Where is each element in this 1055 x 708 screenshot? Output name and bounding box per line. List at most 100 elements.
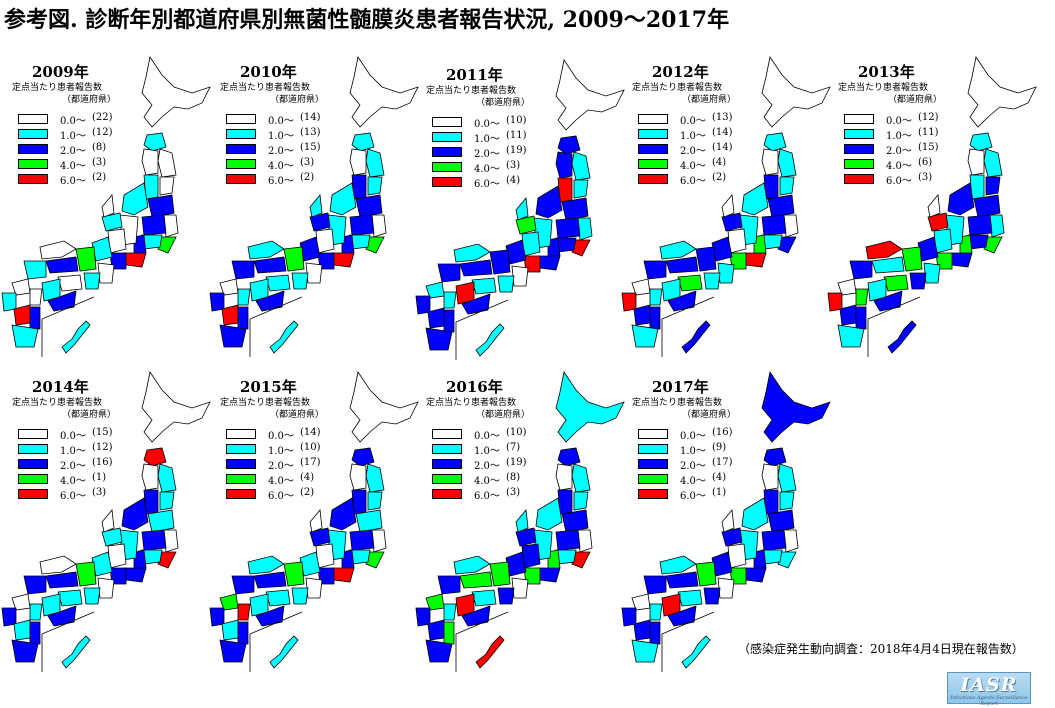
prefecture-region xyxy=(355,194,383,218)
legend-count: (11) xyxy=(506,130,527,141)
prefecture-region xyxy=(437,575,461,595)
prefecture-region xyxy=(291,272,309,290)
legend-range: 4.0〜 xyxy=(474,476,500,487)
prefecture-region xyxy=(159,491,175,511)
legend-swatch xyxy=(638,174,668,184)
legend-swatch xyxy=(226,489,256,499)
prefecture-region xyxy=(649,603,663,621)
legend-range: 4.0〜 xyxy=(886,161,912,172)
map-panel: 2016年 定点当たり患者報告数 （都道府県） 0.0〜 (10) 1.0〜 (7) 2.0〜… xyxy=(414,370,625,690)
prefecture-region xyxy=(143,132,167,152)
prefecture-region xyxy=(695,561,717,587)
legend-count: (2) xyxy=(300,172,315,183)
legend-count: (2) xyxy=(300,487,315,498)
legend-range: 0.0〜 xyxy=(268,431,294,442)
okinawa-inset-frame xyxy=(249,611,303,672)
prefecture-region xyxy=(11,593,31,611)
prefecture-region xyxy=(355,509,383,533)
prefecture-region xyxy=(147,509,175,533)
legend-count: (19) xyxy=(506,457,527,468)
prefecture-region xyxy=(555,463,573,491)
legend-count: (4) xyxy=(712,157,727,168)
legend-swatch xyxy=(844,159,874,169)
prefecture-region xyxy=(621,292,637,312)
legend-title: 定点当たり患者報告数 xyxy=(12,398,103,408)
prefecture-region xyxy=(967,148,985,176)
prefecture-region xyxy=(665,571,699,589)
prefecture-region xyxy=(349,370,419,443)
prefecture-region xyxy=(121,182,149,216)
prefecture-region xyxy=(141,529,167,551)
legend-swatch xyxy=(432,147,462,157)
prefecture-region xyxy=(123,252,147,268)
okinawa-region xyxy=(61,635,91,669)
prefecture-region xyxy=(253,256,287,274)
prefecture-region xyxy=(909,272,927,290)
prefecture-region xyxy=(967,214,993,236)
legend-range: 6.0〜 xyxy=(60,491,86,502)
prefecture-region xyxy=(985,176,1001,196)
prefecture-region xyxy=(557,447,581,467)
okinawa-inset-frame xyxy=(661,611,715,672)
iasr-logo: IASR Infectious Agents Surveillance Repo… xyxy=(947,672,1031,707)
logo-subtext: Infectious Agents Surveillance Report xyxy=(950,695,1028,707)
prefecture-region xyxy=(777,463,797,493)
prefecture-region xyxy=(783,529,799,553)
legend-count: (4) xyxy=(506,175,521,186)
legend-swatch xyxy=(226,174,256,184)
year-label: 2011年 xyxy=(446,66,503,84)
legend-count: (14) xyxy=(712,142,733,153)
prefecture-region xyxy=(741,497,769,531)
prefecture-region xyxy=(453,243,491,263)
prefecture-region xyxy=(489,561,511,587)
legend-swatch xyxy=(226,114,256,124)
japan-map xyxy=(415,370,625,672)
prefecture-region xyxy=(515,527,537,547)
map-panel: 2012年 定点当たり患者報告数 （都道府県） 0.0〜 (13) 1.0〜 (14) 2.0… xyxy=(620,55,831,375)
prefecture-region xyxy=(57,274,83,292)
japan-map xyxy=(209,370,419,672)
prefecture-region xyxy=(873,290,903,312)
prefecture-region xyxy=(367,176,383,196)
legend-count: (4) xyxy=(300,472,315,483)
legend-range: 1.0〜 xyxy=(680,131,706,142)
prefecture-region xyxy=(29,306,41,330)
prefecture-region xyxy=(969,132,993,152)
legend-range: 0.0〜 xyxy=(474,119,500,130)
legend-range: 1.0〜 xyxy=(268,446,294,457)
prefecture-region xyxy=(101,194,115,218)
legend-swatch xyxy=(432,162,462,172)
prefecture-region xyxy=(761,214,787,236)
prefecture-region xyxy=(443,309,455,333)
prefecture-region xyxy=(47,605,77,627)
legend-swatch xyxy=(18,114,48,124)
map-panel: 2015年 定点当たり患者報告数 （都道府県） 0.0〜 (14) 1.0〜 (10) 2.0… xyxy=(208,370,419,690)
prefecture-region xyxy=(561,197,589,221)
prefecture-region xyxy=(767,509,795,533)
legend-subtitle: （都道府県） xyxy=(270,95,325,105)
okinawa-inset-frame xyxy=(249,296,303,357)
legend-range: 6.0〜 xyxy=(474,491,500,502)
prefecture-region xyxy=(827,292,843,312)
year-label: 2014年 xyxy=(32,378,89,396)
prefecture-region xyxy=(29,621,41,645)
legend-title: 定点当たり患者報告数 xyxy=(426,398,517,408)
legend-range: 1.0〜 xyxy=(60,446,86,457)
okinawa-inset-frame xyxy=(455,611,509,672)
prefecture-region xyxy=(45,571,79,589)
year-label: 2010年 xyxy=(240,63,297,81)
okinawa-region xyxy=(269,635,299,669)
legend-range: 0.0〜 xyxy=(60,116,86,127)
legend-range: 2.0〜 xyxy=(474,149,500,160)
legend-swatch xyxy=(18,444,48,454)
prefecture-region xyxy=(573,491,589,511)
okinawa-region xyxy=(269,320,299,354)
prefecture-region xyxy=(11,324,39,348)
prefecture-region xyxy=(309,509,323,533)
legend-range: 1.0〜 xyxy=(268,131,294,142)
legend-count: (15) xyxy=(92,427,113,438)
legend-swatch xyxy=(638,429,668,439)
prefecture-region xyxy=(855,288,869,306)
prefecture-region xyxy=(367,491,383,511)
legend-range: 1.0〜 xyxy=(60,131,86,142)
